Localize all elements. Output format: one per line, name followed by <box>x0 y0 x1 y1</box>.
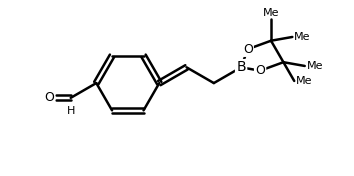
Text: Me: Me <box>307 61 323 71</box>
Text: Me: Me <box>263 8 279 18</box>
Text: B: B <box>236 60 246 74</box>
Text: H: H <box>67 106 75 116</box>
Text: O: O <box>44 91 54 104</box>
Text: O: O <box>255 64 265 77</box>
Text: Me: Me <box>296 76 313 86</box>
Text: Me: Me <box>294 32 311 42</box>
Text: O: O <box>243 43 253 56</box>
